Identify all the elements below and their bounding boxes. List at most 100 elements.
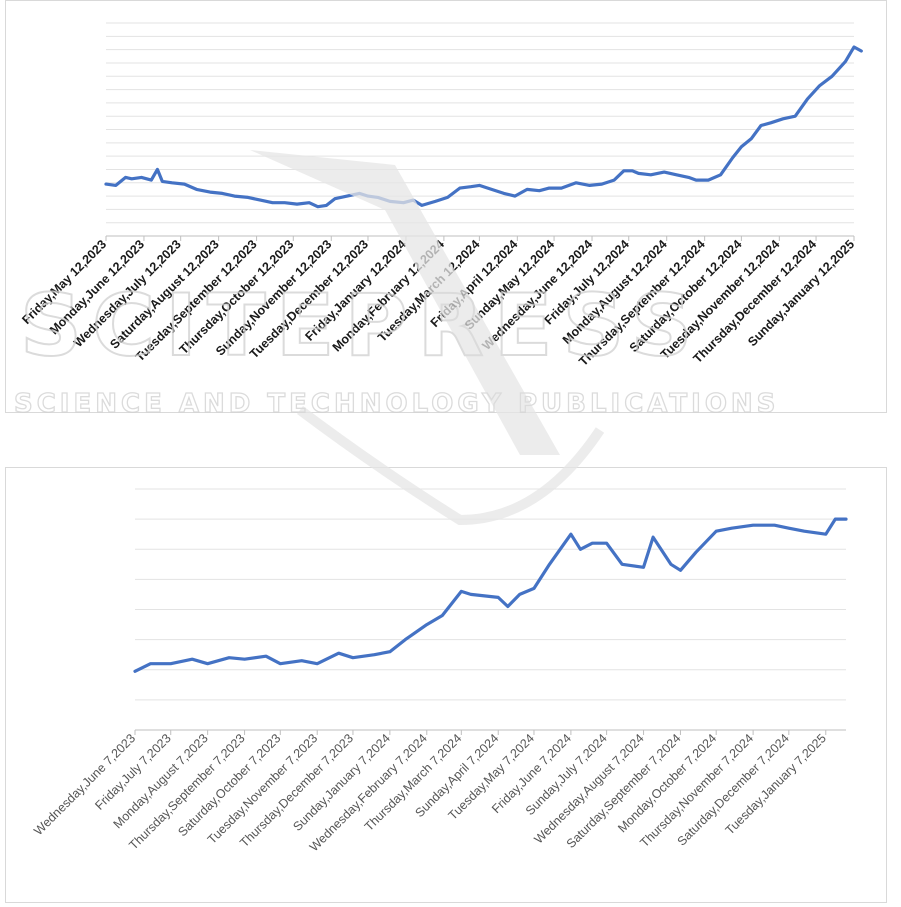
chart1-data-point (548, 563, 551, 565)
chart0-data-point (171, 182, 173, 184)
chart0-data-point (434, 200, 436, 202)
chart0-data-point (750, 138, 752, 140)
chart0-data-point (601, 183, 603, 185)
chart1-data-point (470, 593, 472, 596)
chart1-data-point (773, 524, 776, 526)
chart0-data-point (548, 187, 550, 189)
chart1-data-point (507, 605, 509, 608)
chart0-data-point (308, 202, 310, 204)
chart0-data-point (402, 202, 405, 204)
chart0-data-point (732, 156, 734, 159)
chart0-data-point (695, 179, 697, 181)
chart0-data-point (650, 174, 652, 176)
chart0-data-point (707, 179, 709, 181)
chart0-data-point (150, 179, 152, 181)
chart1-data-point (497, 596, 499, 599)
chart0-data-point (247, 196, 249, 198)
chart0-data-point (367, 195, 369, 197)
chart0-data-point (412, 199, 414, 201)
chart1-data-point (170, 663, 172, 665)
chart1-data-point (845, 518, 847, 520)
chart1-data-point (606, 542, 608, 544)
chart0-data-point (115, 184, 117, 187)
chart0-data-point (831, 75, 833, 77)
bottom-chart-panel: Wednesday,June 7,2023 Friday,July 7,2023 M… (5, 467, 887, 903)
chart1-data-point (301, 660, 303, 662)
chart1-data-point (149, 663, 152, 665)
chart1-data-point (279, 663, 281, 665)
chart1-data-point (652, 536, 654, 538)
chart0-data-point (470, 186, 472, 188)
chart1-data-point (460, 590, 462, 593)
chart1-data-point (695, 551, 697, 553)
chart0-data-point (688, 176, 690, 179)
chart1-data-point (228, 657, 230, 659)
chart0-data-point (631, 170, 634, 172)
chart0-data-point (819, 84, 821, 87)
chart0-data-point (334, 198, 336, 200)
chart0-data-point (794, 115, 796, 117)
chart0-data-point (675, 174, 678, 176)
chart0-data-point (719, 174, 722, 176)
chart1-data-point (191, 658, 193, 660)
chart0-data-point (770, 122, 772, 124)
chart0-data-point (575, 182, 577, 184)
chart1-data-point (352, 657, 354, 659)
chart0-data-point (782, 118, 784, 120)
chart0-data-point (503, 192, 505, 194)
chart0-data-point (346, 195, 348, 197)
chart0-data-point (806, 98, 809, 100)
chart1-data-point (579, 548, 582, 550)
chart1-data-point (404, 639, 406, 641)
chart1-data-point (679, 569, 682, 571)
chart1-data-point (731, 527, 733, 529)
chart0-data-point (183, 183, 185, 185)
chart1-data-point (265, 655, 267, 657)
chart1-data-point (316, 663, 318, 665)
chart1-data-point (207, 663, 209, 665)
chart0-data-point (259, 199, 261, 201)
chart1-data-point (834, 518, 836, 520)
chart1-data-point (788, 527, 790, 529)
chart0-data-point (221, 192, 223, 194)
chart0-data-point (161, 180, 163, 183)
chart0-data-point (560, 187, 563, 189)
top-chart-panel: Friday,May 12,2023 Monday,June 12,2023 Wed… (5, 0, 887, 413)
chart0-data-point (760, 124, 762, 127)
chart1-data-point (621, 563, 623, 565)
chart0-data-point (446, 196, 449, 198)
chart0-data-point (526, 188, 528, 191)
chart0-data-point (140, 176, 143, 179)
chart0-data-point (233, 195, 236, 197)
chart0-data-point (317, 206, 319, 208)
chart0-data-point (271, 202, 274, 204)
chart1-data-point (338, 652, 340, 654)
chart0-data-point (853, 46, 855, 48)
chart0-data-point (478, 184, 480, 187)
chart0-data-point (195, 188, 198, 191)
chart0-data-point (623, 170, 625, 172)
chart1-data-point (533, 587, 535, 590)
chart0-data-point (860, 50, 862, 52)
chart1-data-point (670, 563, 672, 565)
chart0-data-point (325, 204, 327, 206)
chart0-data-point (131, 178, 133, 180)
chart0-data-point (358, 192, 361, 194)
chart1-data-point (441, 614, 443, 617)
chart0-data-point (663, 171, 665, 173)
chart1-data-point (373, 654, 375, 656)
chart0-data-point (377, 196, 379, 198)
chart1-data-point (389, 651, 391, 653)
chart0-data-point (389, 200, 391, 202)
chart0-data-point (740, 146, 742, 148)
chart0-data-point (491, 188, 493, 191)
chart0-data-point (421, 204, 423, 206)
chart0-data-point (156, 168, 159, 171)
chart1-data-point (570, 533, 572, 535)
chart1-series-line (133, 517, 848, 673)
chart1-data-point (715, 530, 717, 532)
chart0-data-point (538, 190, 540, 192)
chart0-data-point (124, 176, 127, 179)
